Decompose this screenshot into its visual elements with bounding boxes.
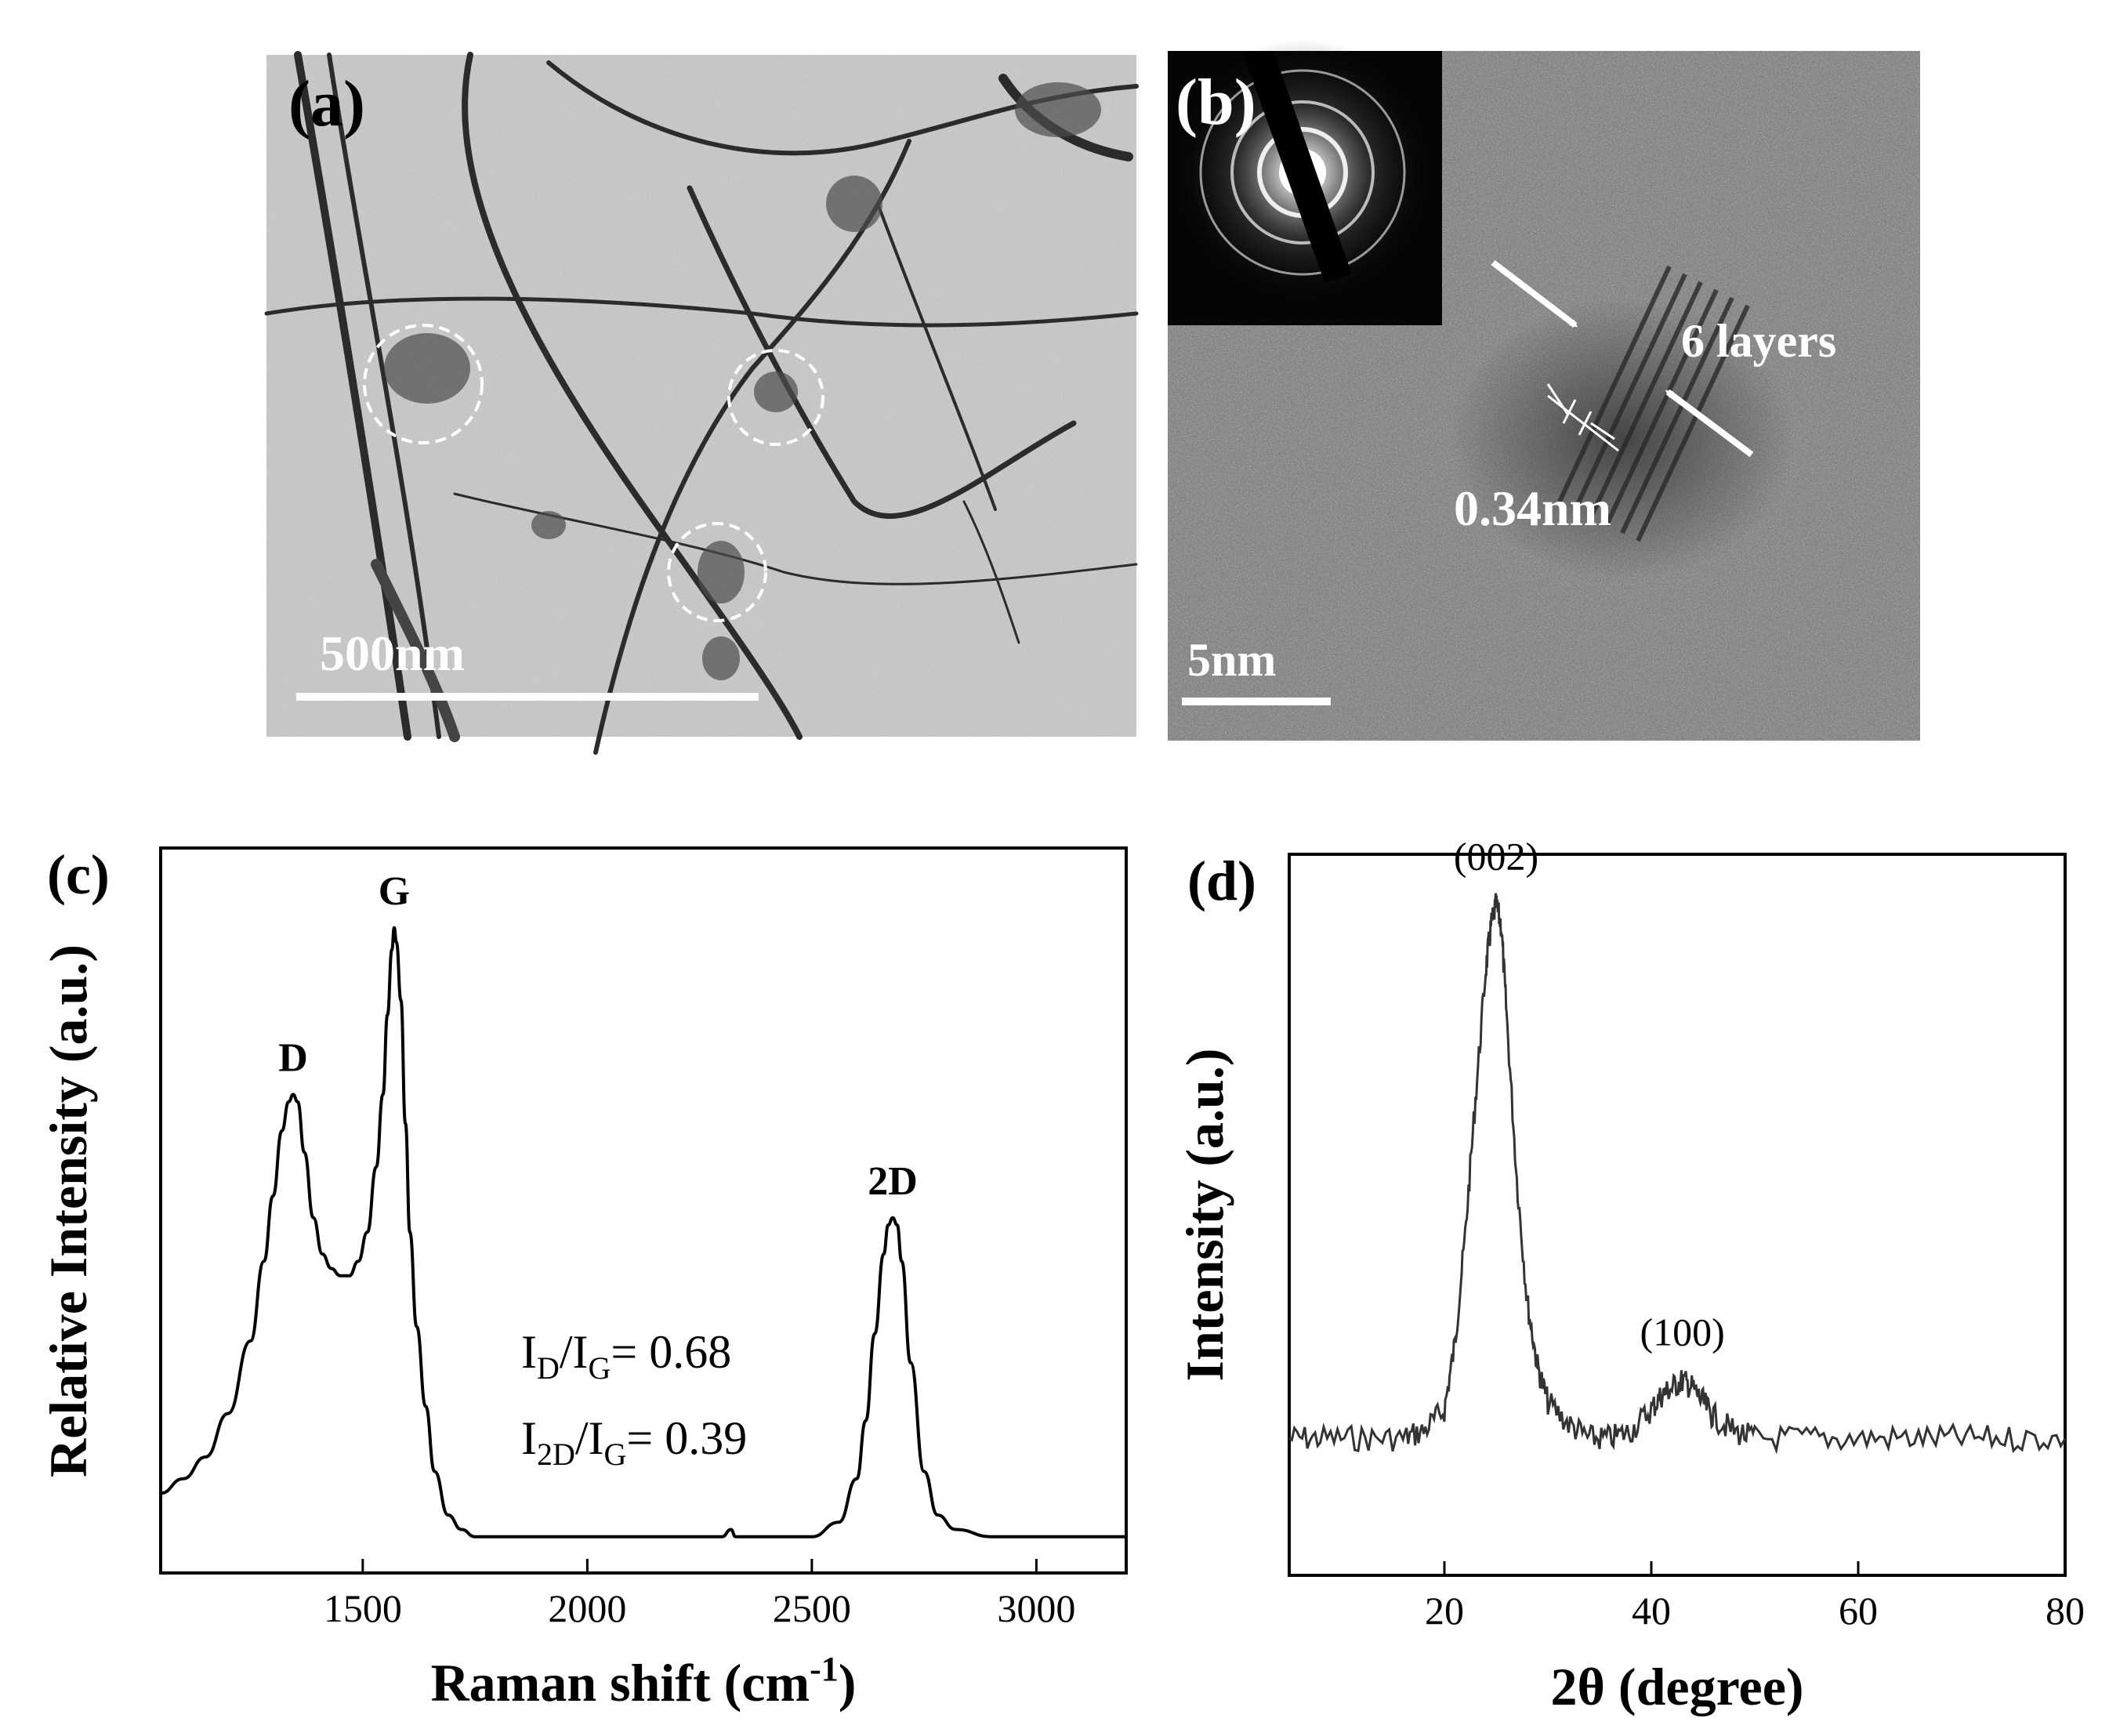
x-tick-label: 60 [1839,1589,1878,1633]
chart-c-xlabel: Raman shift (cm-1) [431,1650,857,1712]
highlight-circles [363,324,824,622]
beam-stopper [1242,51,1352,282]
chart-c-ratio-i2d-ig: I2D/IG= 0.39 [521,1412,747,1472]
dark-particles [384,82,1101,680]
panel-c-label: (c) [47,843,110,906]
panel-d-label: (d) [1187,850,1256,912]
x-tick-label: 2500 [773,1586,851,1630]
panel-b-scale-label: 5nm [1187,634,1276,686]
spacing-marker [1546,383,1619,452]
panel-b-scale-bar [1182,698,1331,705]
highlight-circle [667,522,767,622]
panel-a-label: (a) [288,67,365,140]
highlight-circle [363,324,484,444]
x-tick-label: 80 [2046,1589,2085,1633]
chart-c-peak-labels: D G 2D [278,869,918,1204]
chart-c-series-line [160,926,1126,1538]
saed-ring [1230,100,1375,245]
lattice-fringes [1557,265,1750,542]
highlight-circle [727,349,824,446]
chart-d-xlabel: 2θ (degree) [1550,1657,1803,1716]
panel-b: (b) 6 layers 0.34nm 5nm [1168,39,1920,741]
chart-d-series-line [1288,893,2067,1455]
peak-label: G [379,869,410,914]
lattice-region [1450,298,1795,580]
layers-label: 6 layers [1681,315,1836,367]
chart-d-frame [1288,853,2067,1577]
panel-a-scale-label: 500nm [320,625,465,681]
x-tick-label: 3000 [997,1586,1075,1630]
chart-d-ylabel: Intensity (a.u.) [1175,1048,1234,1381]
saed-ring [1199,69,1406,276]
x-tick-label: 40 [1632,1589,1671,1633]
panel-a-scale-bar [296,693,759,701]
panel-c: (c) 1500 2000 2500 3000 D G 2D ID/IG= 0.68 I2… [38,843,1128,1712]
peak-label: (002) [1454,834,1538,878]
layer-arrow-upper [1491,259,1578,328]
peak-label: (100) [1640,1310,1724,1354]
chart-c-ticks: 1500 2000 2500 3000 [324,1559,1075,1630]
chart-c-ratio-id-ig: ID/IG= 0.68 [521,1326,731,1386]
peak-label: 2D [868,1159,918,1204]
x-tick-label: 20 [1425,1589,1464,1633]
graphene-sheet-folds [264,51,1139,755]
chart-d-ticks: 20 40 60 80 [1425,1561,2085,1633]
panel-b-label: (b) [1176,66,1256,139]
chart-d-peak-labels: (002) (100) [1454,834,1725,1354]
layer-arrow-lower [1665,389,1754,458]
panel-d: (d) 20 40 60 80 (002) (100) 2θ (degree) Inte… [1175,834,2085,1716]
panel-a: (a) 500nm [264,51,1139,755]
chart-c-ylabel: Relative Intensity (a.u.) [38,944,98,1477]
peak-label: D [278,1036,308,1081]
x-tick-label: 1500 [324,1586,402,1630]
x-tick-label: 2000 [548,1586,626,1630]
spacing-label: 0.34nm [1454,480,1611,536]
chart-c-frame [159,846,1128,1575]
saed-inset [1168,39,1442,325]
